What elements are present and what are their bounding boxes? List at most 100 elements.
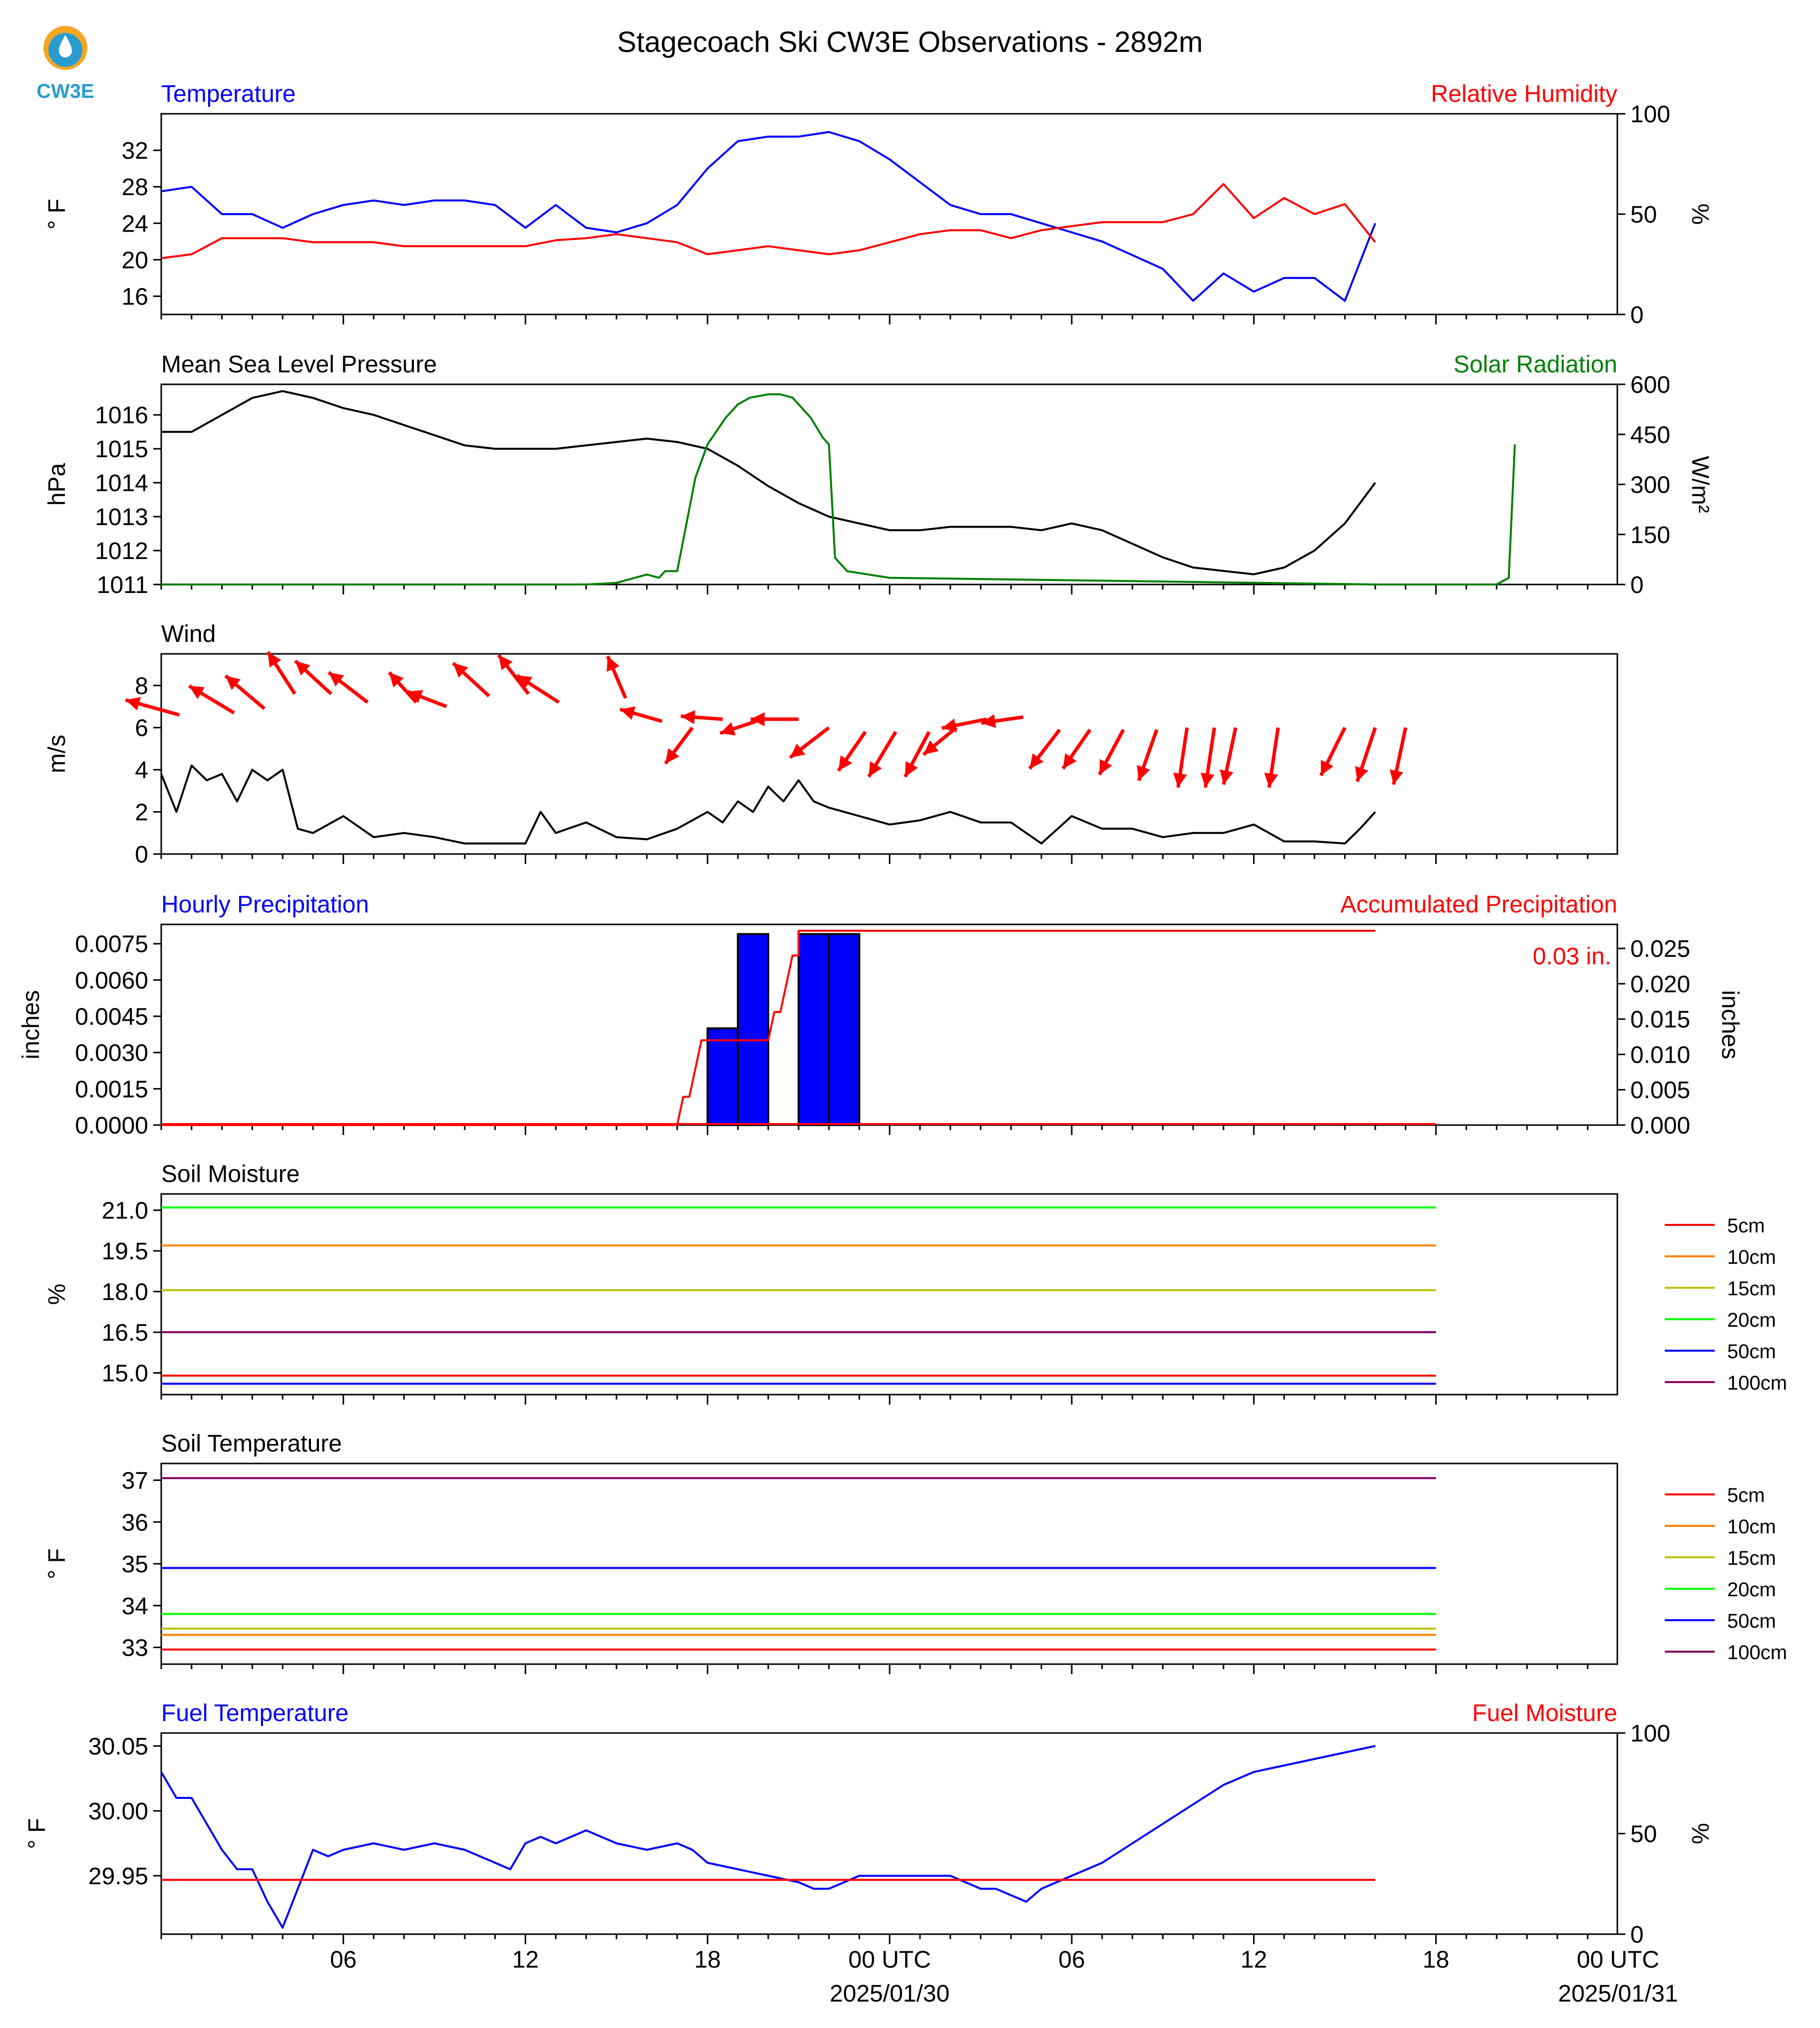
- y-axis-label: inches: [18, 990, 44, 1060]
- y-axis-label: ° F: [24, 1818, 50, 1849]
- wind-arrow-head: [189, 686, 205, 699]
- y-tick-label: 0.0030: [75, 1040, 148, 1067]
- panel-2: Mean Sea Level Pressure Solar Radiation 10…: [44, 351, 1713, 598]
- plot-frame: [160, 1732, 1618, 1935]
- wind-arrow-head: [1099, 759, 1112, 775]
- y-tick-label: 2: [135, 800, 148, 826]
- y2-tick-label: 0.020: [1630, 971, 1690, 998]
- x-axis: 06 12 18 00 UTC 06 12 18 00 UTC 2025/01/30 2025/0…: [330, 1947, 1678, 2007]
- y-tick-label: 1011: [97, 572, 148, 598]
- precip-bar: [797, 933, 830, 1127]
- wind-arrow-head: [941, 718, 957, 733]
- y-tick-label: 16: [122, 284, 148, 310]
- wind-arrow-head: [453, 663, 468, 678]
- y-tick-label: 0.0045: [75, 1004, 148, 1030]
- y2-tick-label: 0.015: [1630, 1007, 1690, 1033]
- y-tick-label: 19.5: [102, 1238, 148, 1265]
- logo-drop-icon: [59, 35, 72, 57]
- y-tick-label: 1014: [95, 470, 148, 497]
- y2-tick-label: 50: [1630, 1821, 1657, 1848]
- x-tick-label: 06: [330, 1947, 356, 1973]
- panel-title-left: Temperature: [161, 81, 296, 107]
- panel-title-right: Fuel Moisture: [1472, 1700, 1617, 1727]
- y2-tick-label: 450: [1630, 422, 1670, 448]
- x-tick-label: 00 UTC: [1577, 1947, 1659, 1973]
- x-tick-label: 18: [694, 1947, 721, 1973]
- wind-arrow-head: [1201, 773, 1214, 788]
- y-tick-label: 0.0015: [75, 1076, 148, 1103]
- legend-label: 10cm: [1727, 1516, 1776, 1538]
- plot-frame: [160, 1193, 1618, 1396]
- panel-5: Soil Moisture 15.0 16.5 18.0 19.5 21.0% 5cm 10c…: [44, 1161, 1787, 1405]
- legend-label: 10cm: [1727, 1246, 1776, 1268]
- legend-label: 100cm: [1727, 1372, 1787, 1394]
- y-tick-label: 0.0060: [75, 967, 148, 994]
- wind-arrow-head: [607, 656, 620, 672]
- y2-axis-label: W/m²: [1687, 456, 1713, 513]
- wind-arrow-head: [905, 761, 918, 777]
- y-tick-label: 37: [122, 1468, 148, 1494]
- y2-tick-label: 0: [1630, 1922, 1644, 1948]
- panel-title-right: Relative Humidity: [1431, 81, 1617, 107]
- y-axis-label: hPa: [44, 463, 70, 506]
- panel-title-left: Mean Sea Level Pressure: [161, 351, 437, 378]
- wind-arrow-head: [268, 652, 282, 668]
- legend-label: 5cm: [1727, 1215, 1765, 1237]
- y-tick-label: 0.0000: [75, 1113, 148, 1139]
- wind-arrow-head: [1264, 773, 1278, 788]
- x-date-label: 2025/01/31: [1558, 1981, 1678, 2007]
- series-line-0: [160, 764, 1376, 845]
- wind-arrow-head: [328, 672, 344, 687]
- plot-frame: [160, 113, 1618, 315]
- y-tick-label: 28: [122, 174, 148, 201]
- y-tick-label: 1012: [95, 538, 148, 565]
- y2-tick-label: 300: [1630, 472, 1670, 499]
- x-tick-label: 06: [1058, 1947, 1085, 1973]
- legend-label: 20cm: [1727, 1309, 1776, 1331]
- x-tick-label: 18: [1423, 1947, 1449, 1973]
- panel-3: Wind 0 2 4 6 8 m/s: [44, 621, 1618, 868]
- y-tick-label: 36: [122, 1509, 148, 1536]
- y-tick-label: 21.0: [102, 1198, 148, 1224]
- wind-arrow-head: [665, 748, 679, 764]
- panel-title-left: Soil Moisture: [161, 1161, 300, 1187]
- y-tick-label: 30.00: [88, 1798, 148, 1825]
- wind-arrow-head: [1389, 769, 1404, 785]
- y2-axis-label: inches: [1717, 990, 1743, 1060]
- y-tick-label: 35: [122, 1551, 148, 1578]
- y-tick-label: 1015: [95, 436, 148, 463]
- x-tick-label: 12: [512, 1947, 539, 1973]
- y2-tick-label: 0.010: [1630, 1042, 1690, 1068]
- legend-label: 15cm: [1727, 1278, 1776, 1300]
- y-tick-label: 16.5: [102, 1320, 148, 1346]
- y-axis-label: ° F: [44, 199, 70, 230]
- x-tick-label: 12: [1240, 1947, 1267, 1973]
- panel-7: Fuel Temperature Fuel Moisture 29.95 30.00 3…: [24, 1700, 1713, 1948]
- wind-arrow-head: [1063, 753, 1077, 769]
- series-line-1: [161, 393, 1516, 585]
- wind-arrow-head: [838, 755, 852, 771]
- y-tick-label: 6: [135, 715, 148, 742]
- panel-title-left: Hourly Precipitation: [161, 891, 369, 918]
- y2-tick-label: 0.005: [1630, 1077, 1690, 1104]
- panel-4: Hourly Precipitation Accumulated Precipit…: [18, 891, 1743, 1139]
- y-axis-label: ° F: [44, 1548, 70, 1579]
- y2-tick-label: 100: [1630, 1721, 1670, 1747]
- wind-arrow-head: [225, 675, 241, 690]
- cw3e-logo: CW3E: [36, 26, 94, 102]
- y2-tick-label: 150: [1630, 522, 1670, 549]
- legend-label: 50cm: [1727, 1610, 1776, 1632]
- y-tick-label: 32: [122, 138, 148, 164]
- panel-title-left: Wind: [161, 621, 216, 647]
- panel-6: Soil Temperature 33 34 35 36 37 ° F 5cm 10cm 15cm…: [44, 1431, 1787, 1674]
- y-tick-label: 18.0: [102, 1279, 148, 1306]
- y-tick-label: 15.0: [102, 1361, 148, 1387]
- panels: Temperature Relative Humidity1620242832° …: [18, 81, 1787, 1948]
- wind-arrow-head: [620, 706, 635, 720]
- y2-axis-label: %: [1687, 204, 1713, 225]
- wind-arrow-head: [1173, 773, 1187, 788]
- y-tick-label: 29.95: [88, 1863, 148, 1890]
- y-axis-label: m/s: [44, 735, 70, 773]
- series-line-0: [161, 929, 1375, 1126]
